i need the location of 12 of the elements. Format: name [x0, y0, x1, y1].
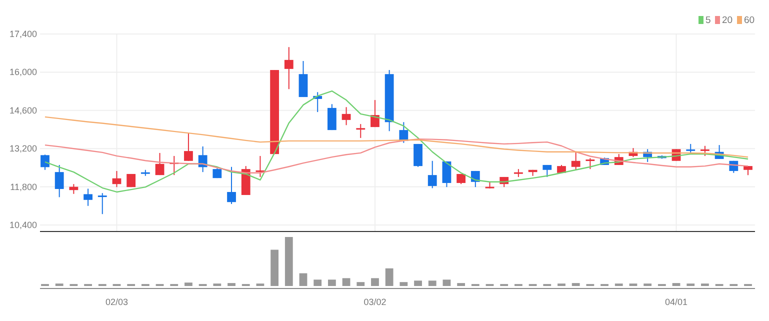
- x-tick-label: 04/01: [665, 297, 688, 307]
- legend-label: 60: [744, 15, 755, 26]
- x-tick-label: 03/02: [364, 297, 386, 307]
- y-tick-label: 16,000: [9, 67, 37, 78]
- x-tick-label: 02/03: [105, 297, 128, 307]
- y-tick-label: 13,200: [9, 144, 37, 154]
- y-tick-label: 14,600: [9, 105, 37, 116]
- y-tick-label: 11,800: [10, 182, 37, 192]
- legend-label: 5: [706, 15, 711, 26]
- legend-label: 20: [722, 15, 733, 26]
- y-tick-label: 17,400: [9, 29, 37, 39]
- y-tick-label: 10,400: [9, 220, 37, 230]
